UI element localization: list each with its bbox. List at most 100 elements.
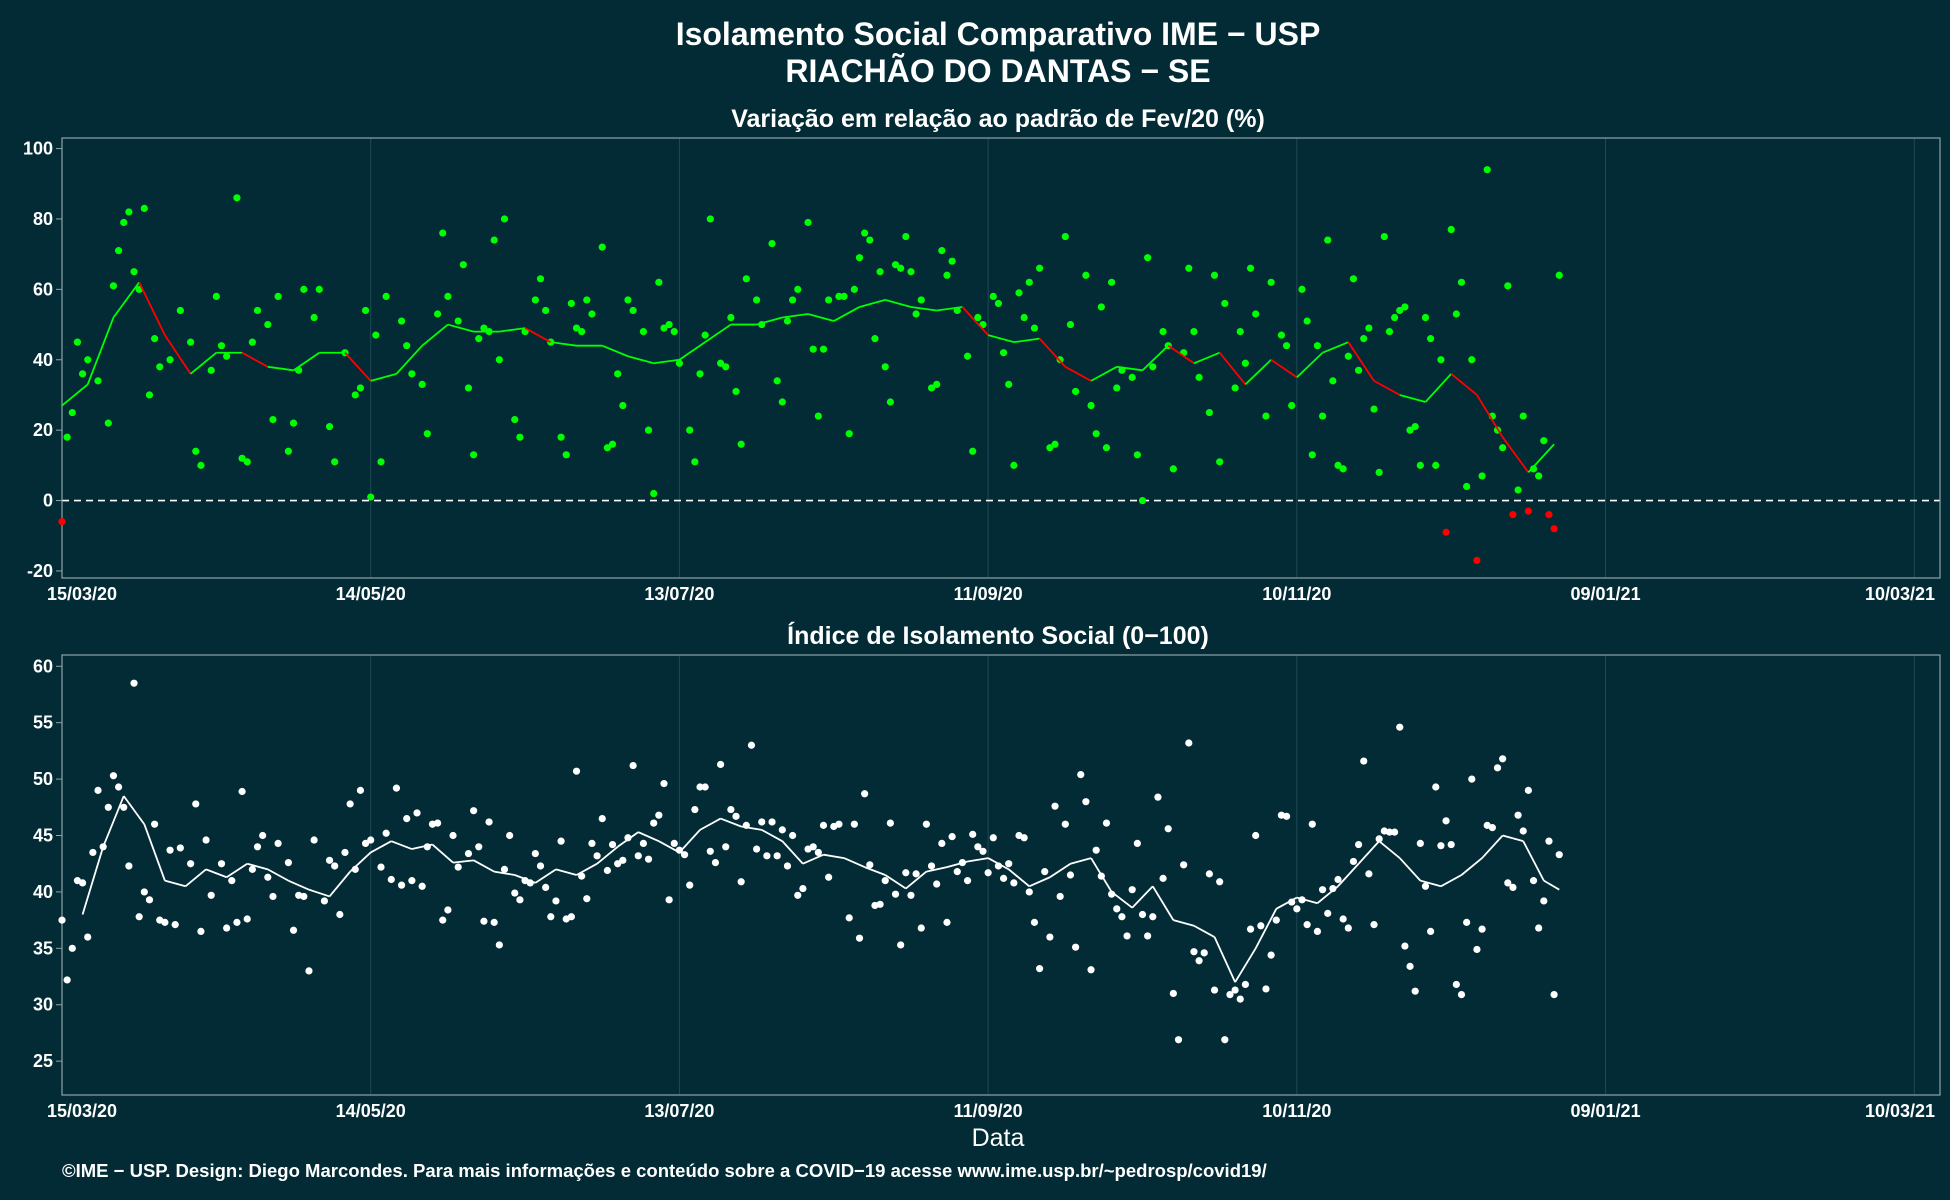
data-point	[1468, 356, 1476, 364]
data-point	[289, 419, 298, 427]
data-point	[1504, 879, 1512, 887]
moving-average-segment	[102, 795, 125, 848]
data-point	[686, 426, 694, 434]
data-point	[238, 454, 246, 462]
data-point	[187, 860, 195, 868]
data-point	[608, 840, 617, 849]
data-point	[1061, 232, 1069, 241]
data-point	[1216, 878, 1224, 886]
data-point	[696, 783, 704, 791]
data-point	[1411, 987, 1419, 995]
data-point	[130, 679, 138, 687]
data-point	[552, 897, 560, 905]
data-point	[212, 292, 220, 300]
data-point	[243, 915, 251, 923]
data-point	[886, 819, 894, 827]
x-tick-label: 14/05/20	[336, 1101, 406, 1121]
data-point	[1334, 461, 1342, 469]
data-point	[680, 851, 689, 859]
data-point	[325, 856, 334, 864]
data-point	[506, 831, 514, 840]
data-point	[794, 891, 802, 899]
data-point	[948, 257, 956, 265]
data-point	[969, 830, 977, 838]
data-point	[722, 843, 730, 851]
data-point	[1370, 405, 1378, 413]
data-point	[598, 814, 606, 823]
moving-average-segment	[627, 355, 654, 365]
data-point	[104, 419, 112, 427]
moving-average-segment	[524, 327, 552, 343]
data-point	[655, 811, 663, 819]
moving-average-segment	[370, 372, 397, 382]
data-point	[1365, 324, 1373, 332]
data-point	[1231, 986, 1239, 994]
data-point	[346, 800, 354, 808]
data-point	[706, 215, 714, 223]
moving-average-segment	[910, 306, 937, 312]
data-point	[778, 826, 786, 834]
data-point	[1195, 373, 1203, 381]
data-point	[598, 243, 606, 251]
data-point	[1447, 225, 1455, 234]
data-point	[176, 844, 184, 852]
data-point	[1128, 373, 1136, 381]
data-point	[578, 328, 586, 336]
data-point	[938, 247, 946, 255]
moving-average-segment	[1316, 885, 1339, 904]
moving-average-segment	[1038, 338, 1066, 368]
x-tick-label: 14/05/20	[336, 584, 406, 604]
data-point	[145, 391, 154, 399]
data-point	[783, 317, 792, 325]
moving-average-segment	[267, 868, 289, 882]
data-point	[1504, 282, 1512, 290]
data-point	[1303, 317, 1311, 325]
moving-average-segment	[81, 846, 105, 915]
data-point	[567, 299, 575, 308]
plot-frame	[61, 654, 1941, 1096]
data-point	[418, 380, 426, 388]
data-point	[1360, 757, 1368, 765]
data-point	[1159, 328, 1167, 336]
moving-average-segment	[411, 843, 433, 850]
data-point	[608, 440, 617, 448]
data-point	[547, 913, 555, 921]
data-point	[881, 363, 889, 371]
data-point	[434, 819, 442, 827]
data-point	[938, 839, 946, 848]
data-point	[897, 264, 905, 272]
data-point	[356, 786, 365, 794]
data-point	[120, 803, 128, 811]
moving-average-segment	[226, 862, 248, 879]
data-point	[1154, 793, 1162, 801]
data-point	[1144, 932, 1152, 940]
data-point	[809, 345, 817, 353]
data-point	[572, 324, 581, 332]
data-point	[1555, 851, 1563, 859]
moving-average-segment	[1193, 924, 1215, 938]
data-point	[907, 268, 915, 276]
moving-average-segment	[658, 840, 680, 854]
x-tick-label: 15/03/20	[47, 584, 117, 604]
data-point	[742, 275, 750, 283]
data-point	[850, 285, 858, 293]
moving-average-segment	[601, 344, 629, 358]
data-point	[1447, 840, 1455, 849]
data-point	[588, 839, 596, 848]
data-point	[217, 342, 226, 350]
data-point	[907, 891, 915, 899]
moving-average-segment	[1450, 373, 1478, 396]
data-point	[253, 843, 262, 851]
data-point	[624, 296, 632, 304]
data-point	[639, 839, 648, 848]
data-point	[253, 306, 262, 315]
data-point	[1344, 924, 1352, 932]
moving-average-segment	[452, 859, 474, 864]
data-point	[660, 780, 668, 788]
moving-average-segment	[653, 358, 680, 365]
data-point	[217, 860, 226, 868]
moving-average-segment	[926, 866, 948, 873]
data-point	[1514, 486, 1522, 494]
data-point	[1329, 884, 1337, 893]
data-point	[1354, 840, 1363, 849]
